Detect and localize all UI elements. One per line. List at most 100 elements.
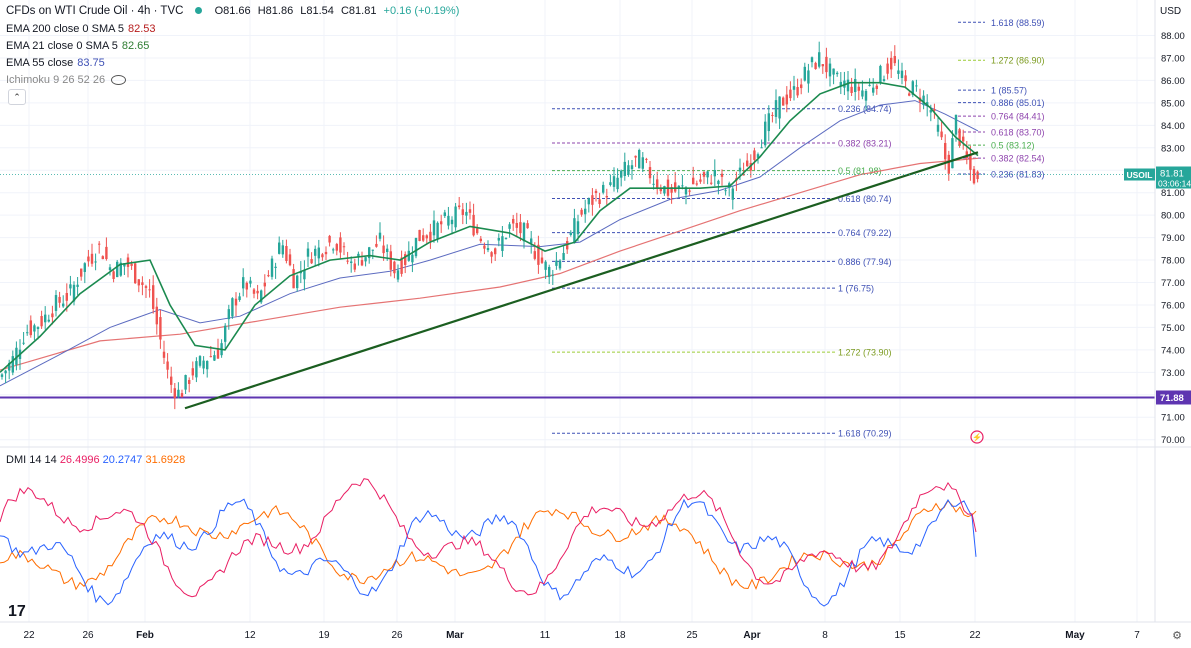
- candle-body: [180, 393, 184, 398]
- candle-body: [238, 296, 241, 300]
- candle-body: [130, 263, 133, 266]
- candle-body: [810, 57, 814, 63]
- symbol-tag-bg: [1124, 168, 1155, 181]
- hidden-eye-icon[interactable]: [111, 75, 127, 86]
- y-tick-label: 71.00: [1161, 413, 1185, 424]
- candle-body: [936, 124, 940, 132]
- candle-body: [33, 325, 36, 332]
- dmi-legend[interactable]: DMI 14 14 26.4996 20.2747 31.6928: [6, 453, 185, 467]
- fib-extension-label: 0.886 (77.94): [838, 257, 892, 267]
- candle-body: [245, 282, 248, 290]
- candle-body: [15, 347, 18, 365]
- candle-body: [159, 317, 162, 340]
- candle-body: [641, 157, 644, 169]
- candle-body: [317, 247, 320, 259]
- candle-body: [422, 235, 425, 241]
- candle-body: [533, 251, 536, 259]
- candle-body: [242, 277, 245, 289]
- candle-body: [803, 66, 806, 81]
- candle-body: [890, 57, 893, 70]
- x-tick-label: 26: [82, 630, 94, 641]
- candle-body: [580, 209, 583, 215]
- candle-body: [425, 235, 428, 239]
- candle-body: [249, 280, 252, 284]
- price-tag-timer: 03:06:14: [1158, 178, 1191, 188]
- indicator-ichimoku[interactable]: Ichimoku 9 26 52 26: [6, 73, 127, 87]
- symbol-header: CFDs on WTI Crude Oil · 4h · TVC O81.66 …: [6, 4, 459, 18]
- candle-body: [216, 348, 220, 359]
- x-tick-label: 15: [894, 630, 906, 641]
- candle-body: [782, 97, 785, 106]
- candle-body: [155, 306, 158, 325]
- candle-body: [832, 68, 835, 75]
- candle-body: [692, 177, 695, 185]
- candle-body: [623, 161, 626, 177]
- y-tick-label: 79.00: [1161, 233, 1185, 244]
- candle-body: [335, 244, 338, 251]
- candle-body: [288, 254, 292, 266]
- candle-body: [252, 289, 256, 294]
- candle-body: [44, 314, 47, 323]
- ema55-line: [0, 100, 979, 387]
- candle-body: [951, 138, 954, 169]
- candle-body: [389, 251, 392, 270]
- trendline: [184, 151, 979, 410]
- indicator-ema21[interactable]: EMA 21 close 0 SMA 5 82.65: [6, 39, 149, 53]
- candle-body: [587, 198, 590, 205]
- low-value: L81.54: [300, 5, 334, 17]
- candle-body: [814, 62, 817, 70]
- candle-body: [821, 64, 824, 67]
- candle-body: [440, 221, 443, 225]
- candle-body: [281, 245, 284, 255]
- indicator-ema55[interactable]: EMA 55 close 83.75: [6, 56, 105, 70]
- candle-body: [292, 269, 295, 289]
- fib-retracement-label: 1.272 (86.90): [991, 56, 1045, 66]
- candle-body: [364, 257, 367, 262]
- candle-body: [234, 298, 238, 306]
- candle-body: [468, 209, 472, 213]
- candle-body: [144, 286, 148, 288]
- candle-body: [875, 85, 878, 89]
- x-tick-label: 18: [614, 630, 626, 641]
- dmi-adx-line: [0, 499, 977, 591]
- symbol-title[interactable]: CFDs on WTI Crude Oil · 4h · TVC: [6, 5, 184, 17]
- candle-body: [105, 246, 108, 260]
- candle-body: [306, 248, 310, 257]
- candle-body: [555, 260, 558, 266]
- candle-body: [152, 285, 155, 309]
- candle-body: [206, 360, 209, 370]
- candle-body: [494, 248, 497, 255]
- candle-body: [771, 114, 774, 116]
- candle-body: [584, 208, 587, 215]
- indicator-value: 82.65: [121, 40, 150, 52]
- candle-body: [350, 261, 353, 263]
- candle-body: [263, 282, 266, 287]
- y-tick-label: 73.00: [1161, 368, 1185, 379]
- candle-body: [418, 229, 421, 241]
- candle-body: [134, 263, 137, 284]
- candle-body: [162, 351, 166, 358]
- candle-body: [501, 236, 504, 251]
- candle-body: [972, 168, 976, 184]
- fib-extension-label: 0.5 (81.98): [838, 166, 882, 176]
- fib-retracement-label: 0.382 (82.54): [991, 154, 1045, 164]
- x-tick-label: 7: [1134, 630, 1140, 641]
- indicator-label: EMA 200 close 0 SMA 5: [6, 23, 125, 35]
- candle-body: [8, 362, 11, 371]
- candle-body: [72, 284, 76, 302]
- candle-body: [504, 238, 508, 240]
- candle-body: [922, 95, 925, 106]
- candle-body: [724, 190, 727, 192]
- candle-body: [375, 243, 378, 247]
- candle-body: [710, 182, 713, 184]
- fib-retracement-label: 0.886 (85.01): [991, 98, 1045, 108]
- support-tag-bg: [1156, 390, 1191, 405]
- candle-body: [800, 84, 803, 89]
- indicator-ema200[interactable]: EMA 200 close 0 SMA 5 82.53: [6, 22, 156, 36]
- candle-body: [227, 309, 230, 320]
- collapse-chevron-icon[interactable]: ⌃: [8, 89, 26, 105]
- y-tick-label: 83.00: [1161, 143, 1185, 154]
